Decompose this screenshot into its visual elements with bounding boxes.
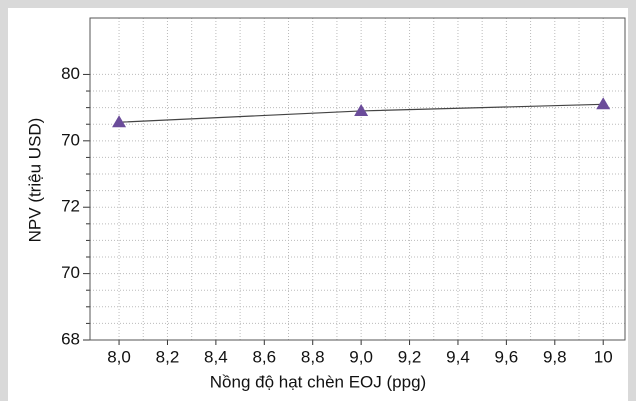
x-tick-label: 9,4 — [446, 347, 470, 366]
y-tick-label: 80 — [61, 64, 80, 83]
x-tick-label: 8,2 — [156, 347, 180, 366]
y-axis-label: NPV (triệu USD) — [25, 118, 44, 243]
x-tick-label: 8,4 — [204, 347, 228, 366]
x-axis-label: Nồng độ hạt chèn EOJ (ppg) — [210, 372, 426, 391]
x-tick-label: 8,0 — [107, 347, 131, 366]
y-tick-label: 70 — [61, 130, 80, 149]
x-tick-label: 9,0 — [349, 347, 373, 366]
x-tick-label: 9,8 — [543, 347, 567, 366]
data-point — [596, 97, 611, 110]
x-tick-label: 8,8 — [301, 347, 325, 366]
x-tick-label: 9,2 — [398, 347, 422, 366]
y-tick-label: 68 — [61, 329, 80, 348]
plot-frame — [89, 17, 626, 341]
y-tick-label: 72 — [61, 197, 80, 216]
x-tick-label: 10 — [594, 347, 613, 366]
panel — [8, 8, 628, 401]
data-point — [112, 115, 127, 128]
x-tick-label: 8,6 — [252, 347, 276, 366]
x-tick-label: 9,6 — [495, 347, 519, 366]
data-point — [354, 103, 369, 116]
y-tick-label: 70 — [61, 263, 80, 282]
